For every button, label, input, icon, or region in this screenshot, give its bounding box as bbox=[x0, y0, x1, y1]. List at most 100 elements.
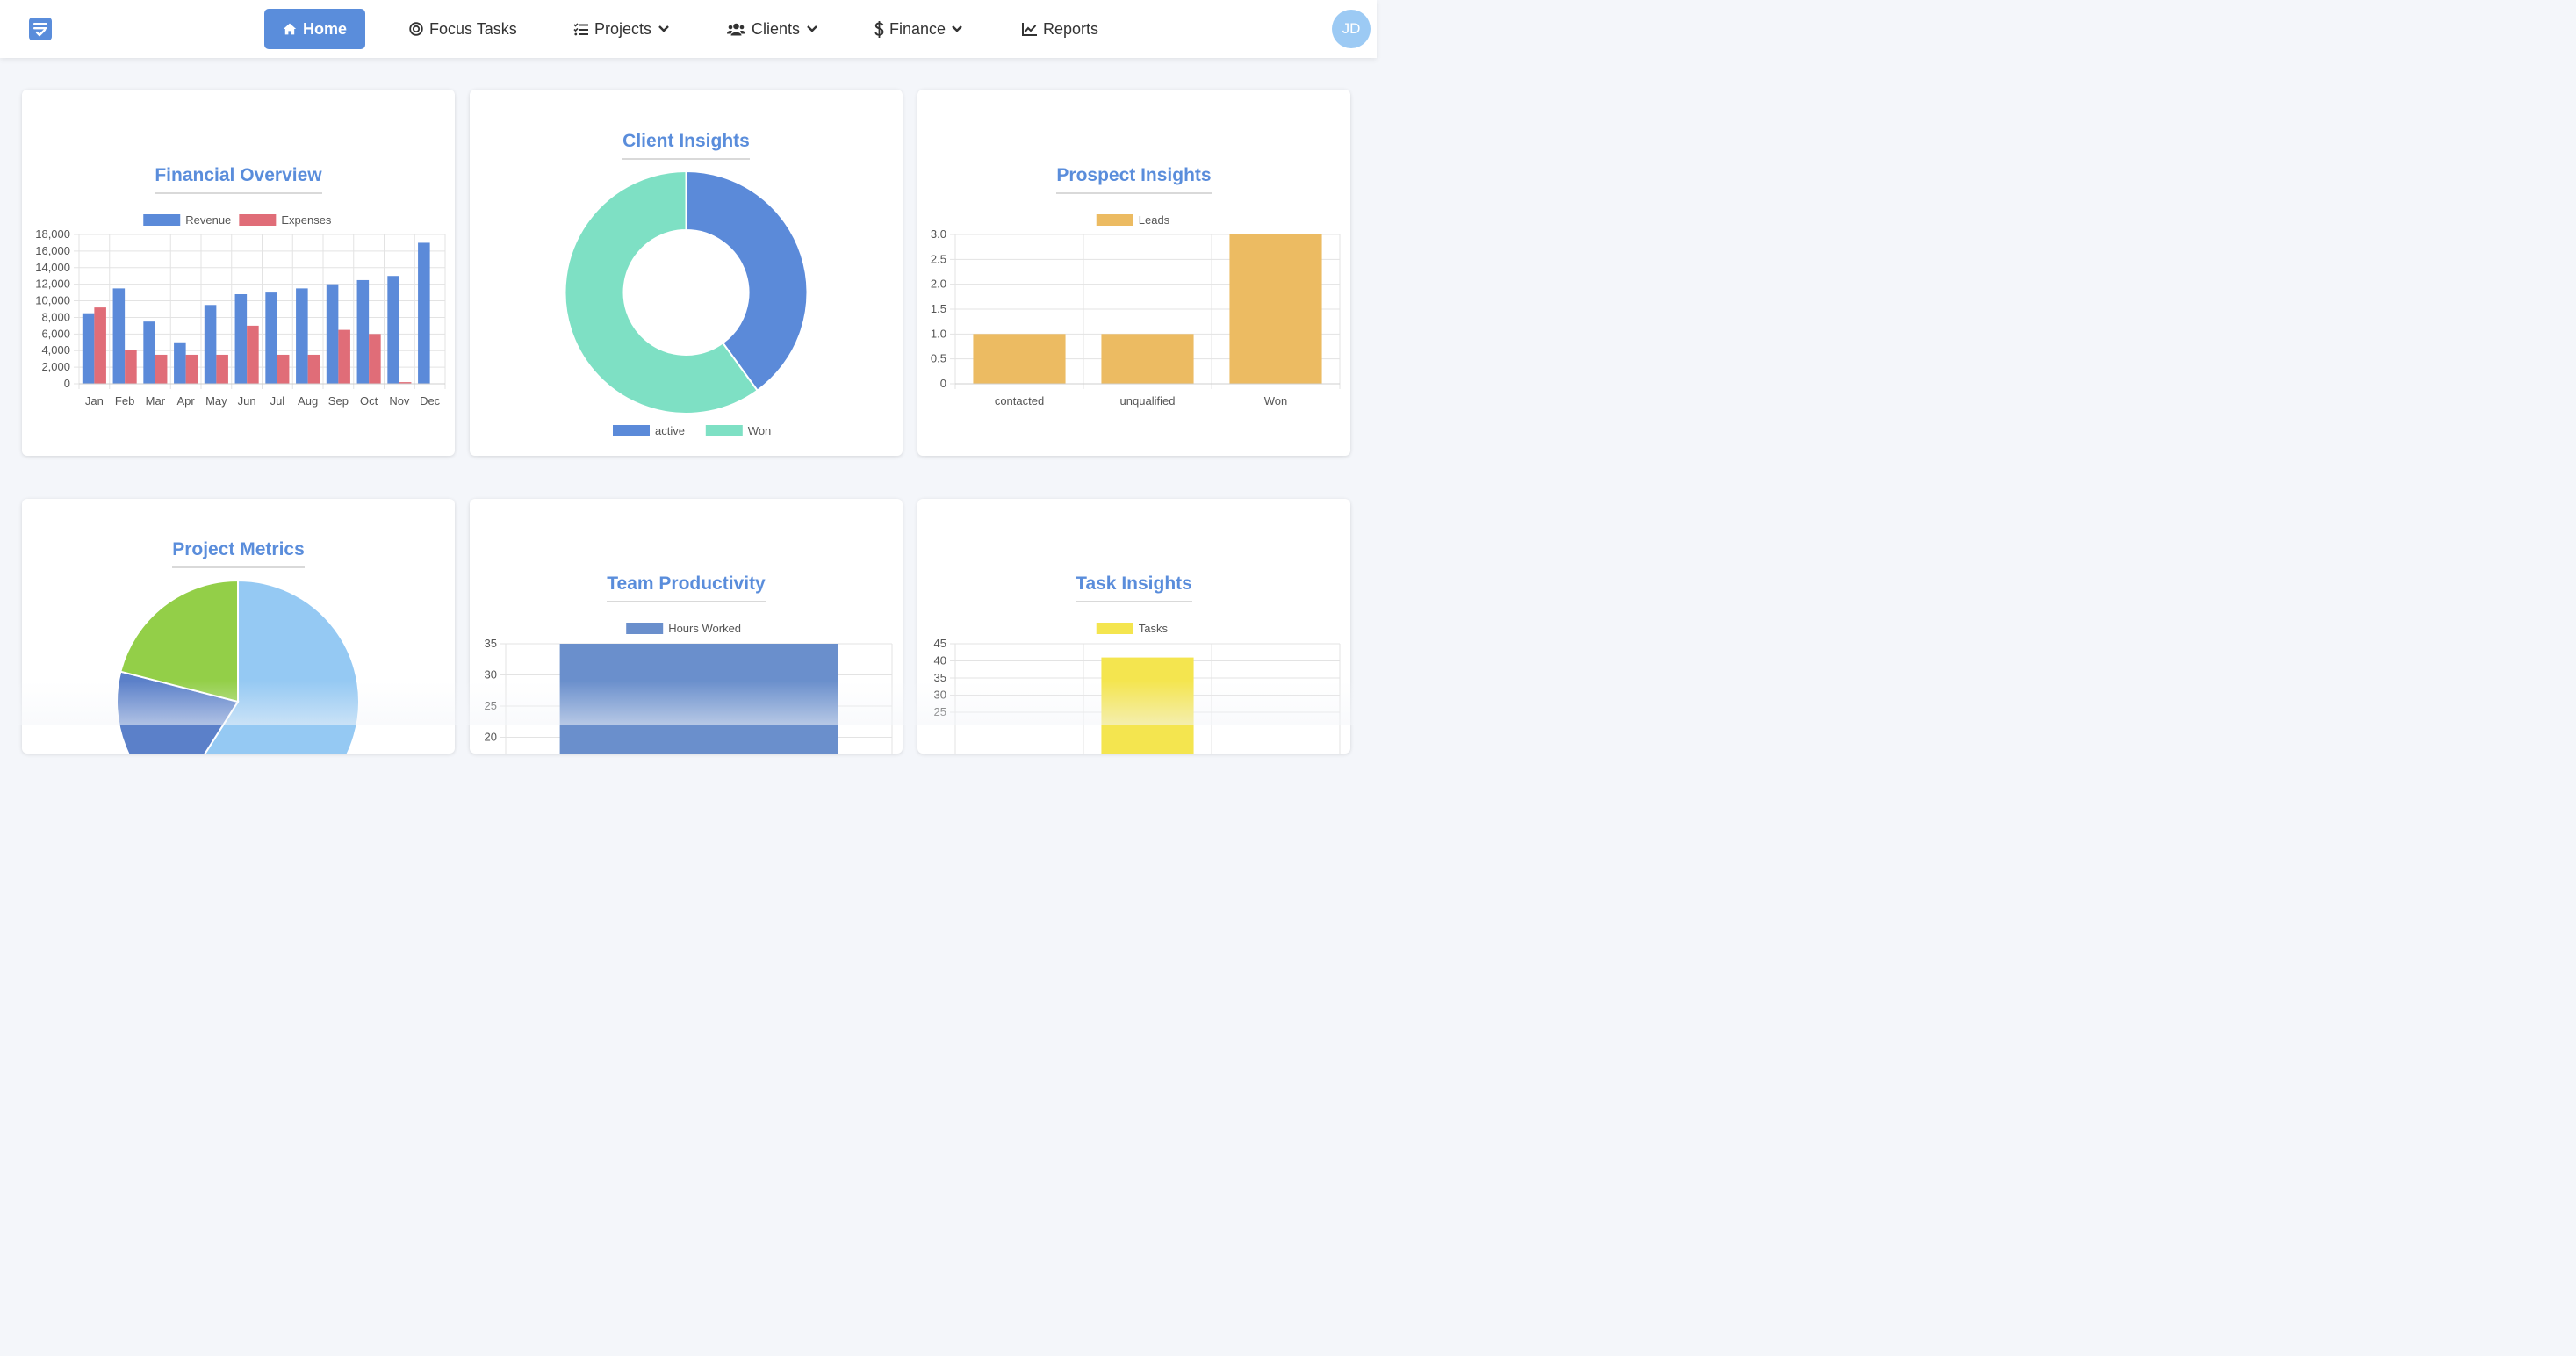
legend-label: Won bbox=[748, 424, 772, 437]
bar-revenue bbox=[326, 284, 339, 384]
bar-revenue bbox=[112, 288, 126, 384]
y-tick-label: 40 bbox=[934, 654, 946, 667]
task-insights-chart: Tasks 45 40 35 30 25 bbox=[934, 622, 1341, 754]
y-tick-label: 30 bbox=[485, 668, 497, 682]
bar-hours-worked bbox=[559, 644, 838, 754]
y-tick-label: 45 bbox=[934, 637, 946, 650]
y-tick-label: 30 bbox=[934, 689, 946, 702]
users-icon bbox=[727, 23, 745, 35]
x-tick-label: Apr bbox=[177, 394, 196, 408]
legend-label: active bbox=[655, 424, 685, 437]
y-tick-label: 6,000 bbox=[41, 327, 70, 340]
project-metrics-card: Project Metrics bbox=[22, 499, 455, 754]
bar-revenue bbox=[204, 305, 217, 384]
nav-home[interactable]: Home bbox=[264, 9, 365, 49]
nav-finance-label: Finance bbox=[889, 19, 946, 38]
chevron-down-icon bbox=[658, 25, 669, 32]
bar-revenue bbox=[265, 292, 277, 384]
bar-expenses bbox=[155, 354, 168, 384]
legend-swatch bbox=[626, 623, 664, 634]
x-tick-label: May bbox=[205, 394, 227, 408]
y-tick-label: 0 bbox=[64, 377, 70, 390]
x-tick-label: Jun bbox=[238, 394, 256, 408]
home-icon bbox=[283, 23, 297, 35]
y-tick-label: 10,000 bbox=[35, 294, 70, 307]
chevron-down-icon bbox=[807, 25, 817, 32]
card-title: Team Productivity bbox=[470, 573, 903, 602]
nav-finance[interactable]: Finance bbox=[874, 9, 963, 49]
card-title: Prospect Insights bbox=[917, 165, 1350, 194]
nav-clients[interactable]: Clients bbox=[727, 9, 818, 49]
pie-slice-won bbox=[564, 170, 759, 415]
nav-focus-tasks[interactable]: Focus Tasks bbox=[409, 9, 517, 49]
legend-swatch bbox=[1096, 214, 1133, 226]
client-insights-chart: active Won bbox=[564, 170, 809, 437]
y-tick-label: 1.5 bbox=[931, 302, 946, 315]
bar-revenue bbox=[174, 342, 186, 384]
financial-overview-card: Financial Overview Revenue Expenses 18,000… bbox=[22, 90, 455, 456]
y-tick-label: 35 bbox=[934, 671, 946, 684]
bar-leads bbox=[1229, 234, 1322, 384]
bar-revenue bbox=[296, 288, 308, 384]
bar-expenses bbox=[369, 334, 381, 384]
x-tick-label: Dec bbox=[420, 394, 441, 408]
y-tick-label: 2,000 bbox=[41, 360, 70, 373]
legend-label: Revenue bbox=[185, 213, 231, 227]
nav-clients-label: Clients bbox=[752, 19, 801, 38]
nav-projects[interactable]: Projects bbox=[573, 9, 670, 49]
bar-expenses bbox=[338, 329, 350, 384]
y-tick-label: 2.5 bbox=[931, 252, 946, 265]
bar-expenses bbox=[307, 354, 320, 384]
pie-slice-active bbox=[685, 170, 809, 393]
project-metrics-chart bbox=[116, 579, 360, 754]
bar-revenue bbox=[234, 294, 248, 384]
x-tick-label: Feb bbox=[115, 394, 134, 408]
y-tick-label: 3.0 bbox=[931, 227, 946, 241]
bar-expenses bbox=[94, 307, 106, 384]
legend-swatch bbox=[239, 214, 277, 226]
bar-expenses bbox=[247, 325, 259, 384]
bar-expenses bbox=[185, 354, 198, 384]
line-chart-icon bbox=[1022, 22, 1037, 36]
team-productivity-card: Team Productivity Hours Worked 35 30 25 20 bbox=[470, 499, 903, 754]
x-tick-label: contacted bbox=[995, 394, 1044, 408]
legend-swatch bbox=[705, 425, 743, 436]
legend-label: Tasks bbox=[1139, 622, 1169, 635]
chevron-down-icon bbox=[952, 25, 962, 32]
client-insights-card: Client Insights active Won bbox=[470, 90, 903, 456]
bar-revenue bbox=[356, 279, 370, 384]
y-tick-label: 35 bbox=[485, 637, 497, 650]
y-tick-label: 12,000 bbox=[35, 278, 70, 291]
dollar-icon bbox=[874, 20, 884, 38]
card-title: Financial Overview bbox=[22, 165, 455, 194]
x-tick-label: unqualified bbox=[1120, 394, 1176, 408]
x-tick-label: Nov bbox=[389, 394, 410, 408]
nav-reports-label: Reports bbox=[1043, 19, 1099, 38]
bar-leads bbox=[1101, 334, 1194, 384]
legend-label: Expenses bbox=[281, 213, 332, 227]
bar-revenue bbox=[143, 321, 155, 384]
y-tick-label: 25 bbox=[934, 705, 946, 718]
app-logo-icon[interactable] bbox=[29, 18, 52, 40]
bar-tasks bbox=[1101, 657, 1194, 754]
bar-expenses bbox=[125, 350, 137, 384]
y-tick-label: 25 bbox=[485, 699, 497, 712]
x-tick-label: Jul bbox=[270, 394, 285, 408]
team-productivity-chart: Hours Worked 35 30 25 20 bbox=[485, 622, 893, 754]
y-tick-label: 18,000 bbox=[35, 227, 70, 241]
nav-focus-tasks-label: Focus Tasks bbox=[429, 19, 517, 38]
x-tick-label: Oct bbox=[360, 394, 378, 408]
bar-revenue bbox=[387, 276, 399, 384]
x-tick-label: Won bbox=[1264, 394, 1288, 408]
x-tick-label: Sep bbox=[328, 394, 349, 408]
nav-reports[interactable]: Reports bbox=[1022, 9, 1098, 49]
y-tick-label: 14,000 bbox=[35, 261, 70, 274]
user-avatar[interactable]: JD bbox=[1332, 10, 1371, 48]
y-tick-label: 4,000 bbox=[41, 343, 70, 357]
legend-swatch bbox=[613, 425, 650, 436]
y-tick-label: 20 bbox=[485, 731, 497, 744]
x-tick-label: Aug bbox=[298, 394, 318, 408]
y-tick-label: 0.5 bbox=[931, 352, 946, 365]
financial-overview-chart: Revenue Expenses 18,000 16,000 14,000 12,000 1… bbox=[35, 213, 446, 408]
card-title: Client Insights bbox=[470, 131, 903, 160]
